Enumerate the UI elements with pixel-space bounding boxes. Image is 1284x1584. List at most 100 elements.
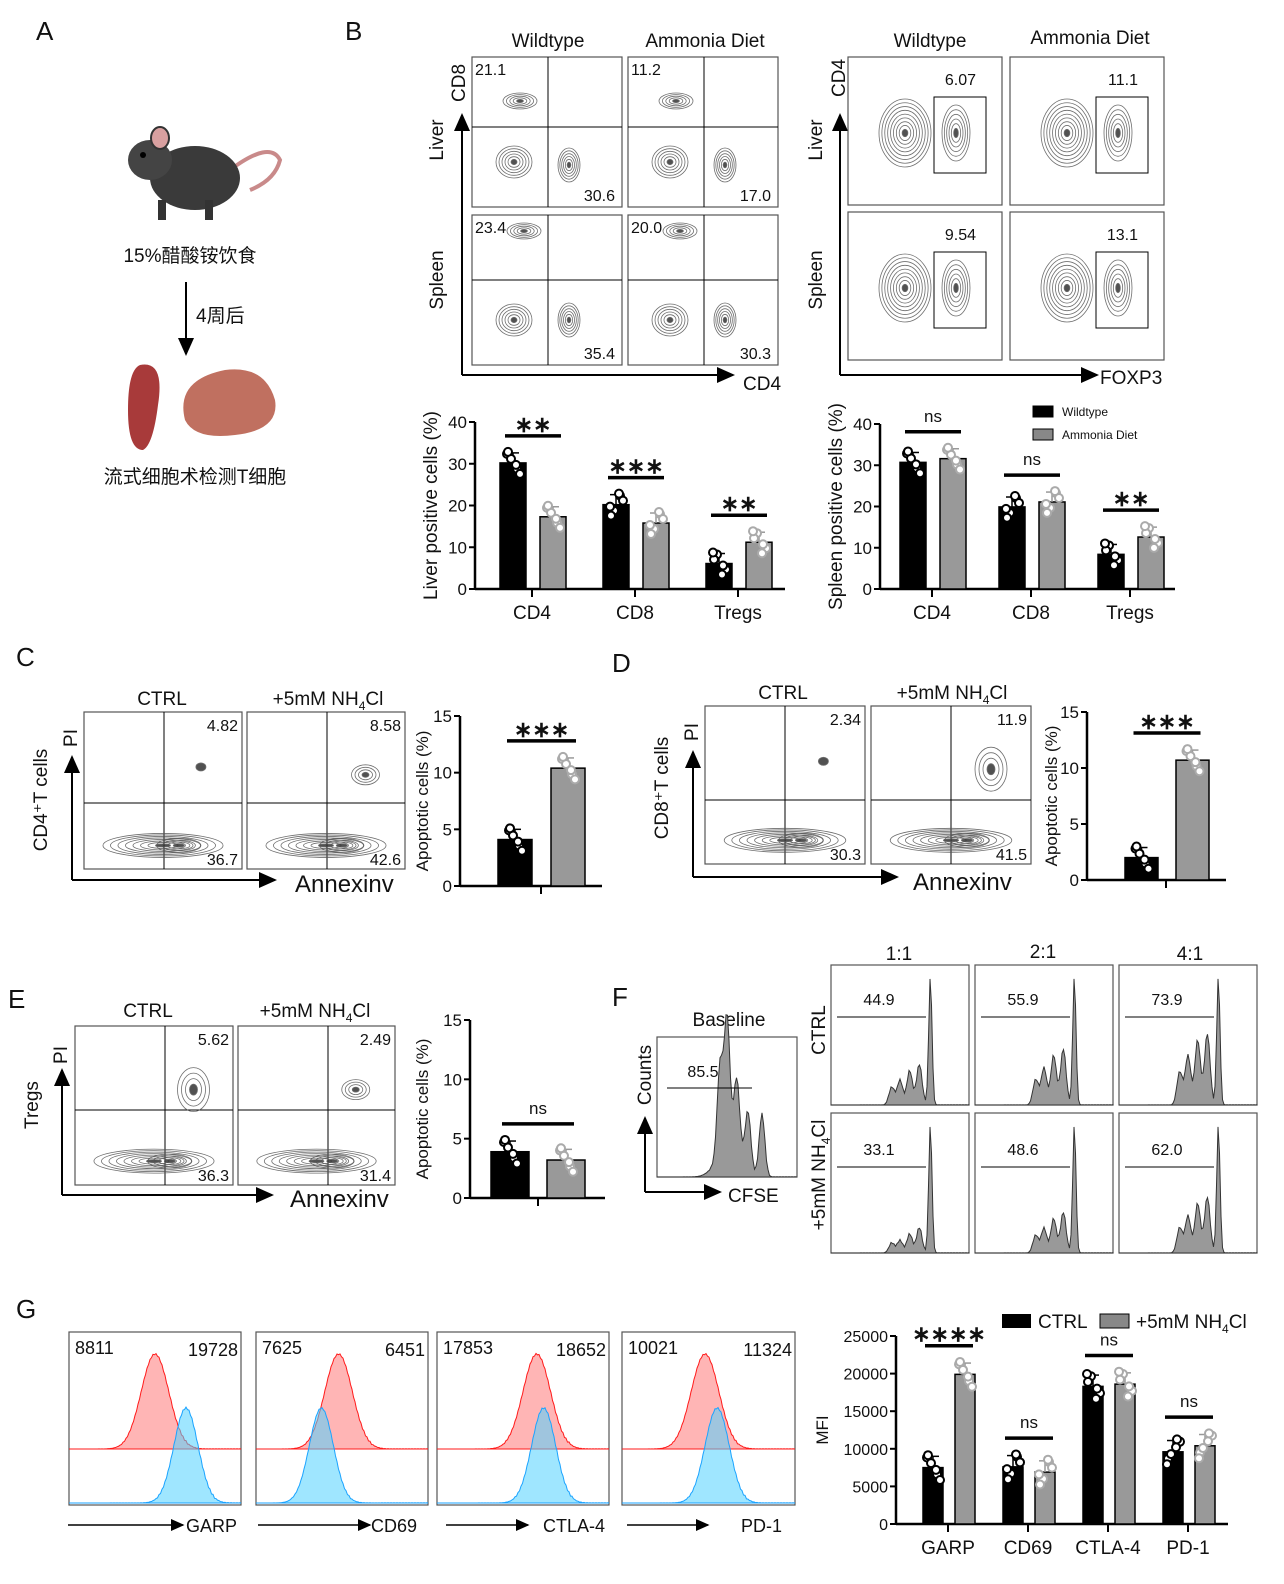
ctrl-histogram — [256, 1353, 429, 1450]
y-tick-label: 15000 — [844, 1404, 889, 1421]
gate-value: 62.0 — [1151, 1142, 1182, 1159]
data-point — [1011, 1449, 1021, 1460]
contour — [663, 314, 677, 326]
contour — [719, 311, 731, 329]
contour — [1115, 282, 1121, 294]
contour — [504, 153, 524, 171]
contour — [887, 109, 923, 157]
contour — [1046, 261, 1088, 315]
data-point — [1139, 854, 1150, 865]
x-tick-label: CD69 — [1004, 1538, 1053, 1559]
y-tick-label: 0 — [1070, 871, 1079, 890]
contour — [657, 308, 683, 332]
gate-value: 33.1 — [863, 1142, 894, 1159]
d-col-nh4cl: +5mM NH4Cl — [897, 683, 1008, 707]
contour — [265, 833, 387, 858]
contour — [507, 314, 521, 326]
significance-label: ns — [1100, 1330, 1118, 1349]
x-tick-label: CD8 — [1012, 603, 1050, 624]
contour — [1063, 283, 1071, 293]
y-tick-label: 0 — [453, 1189, 462, 1208]
significance-label: ns — [924, 407, 942, 426]
data-point — [555, 522, 565, 533]
x-tick-label: Tregs — [1106, 603, 1154, 624]
b-row-spleen-2: Spleen — [806, 250, 827, 309]
contour — [950, 278, 962, 298]
contour — [557, 302, 581, 338]
treated-mfi-value: 18652 — [556, 1340, 606, 1360]
contour — [905, 830, 998, 850]
data-point — [1109, 560, 1119, 571]
contour — [1112, 278, 1124, 298]
b-axis-cd4-y: CD4 — [829, 59, 850, 97]
contour — [890, 113, 920, 153]
legend-label-part: Cl — [1229, 1312, 1247, 1333]
proliferation-histogram — [831, 1126, 970, 1254]
contour — [1049, 264, 1085, 312]
contour — [669, 225, 691, 237]
panel-label-a: A — [36, 16, 54, 46]
y-tick-label: 15 — [443, 1011, 462, 1030]
data-point — [511, 459, 521, 470]
interval-label: 4周后 — [196, 305, 245, 327]
contour — [722, 316, 728, 324]
bar-treated — [550, 767, 586, 887]
legend-label-part: 4 — [1222, 1322, 1229, 1336]
contour — [559, 150, 579, 180]
data-point — [1110, 551, 1120, 562]
treated-mfi-value: 11324 — [743, 1340, 792, 1360]
data-point — [748, 526, 758, 537]
e-col-ctrl: CTRL — [123, 1001, 173, 1022]
contour — [263, 1150, 370, 1173]
contour — [271, 1151, 362, 1171]
quadrant-value: 30.6 — [584, 188, 615, 205]
contour — [818, 756, 829, 766]
contour — [731, 829, 839, 852]
contour — [676, 228, 684, 233]
b-col-wildtype-2: Wildtype — [894, 31, 967, 52]
contour — [117, 836, 209, 855]
f-axis-cfse: CFSE — [728, 1186, 779, 1207]
contour — [163, 1159, 176, 1164]
y-tick-label: 20 — [448, 497, 467, 516]
y-tick-label: 10 — [443, 1070, 462, 1089]
gate-box — [933, 251, 987, 329]
data-point — [618, 495, 628, 506]
y-axis-label: MFI — [813, 1415, 832, 1444]
data-point — [1182, 744, 1193, 755]
contour — [295, 839, 357, 852]
marker-axis-label: CTLA-4 — [543, 1516, 605, 1536]
contour — [1055, 272, 1079, 304]
contour — [273, 834, 379, 857]
contour — [320, 1157, 344, 1166]
data-point — [645, 520, 655, 531]
data-point — [512, 1158, 522, 1169]
quadrant-value: 17.0 — [740, 188, 771, 205]
c-col-ctrl: CTRL — [137, 689, 187, 710]
contour — [795, 838, 808, 843]
data-point — [646, 529, 656, 540]
significance-label: ns — [1020, 1413, 1038, 1432]
contour — [789, 836, 813, 845]
contour — [893, 272, 917, 304]
y-tick-label: 10 — [853, 539, 872, 558]
contour — [563, 156, 575, 174]
e-axis-pi: PI — [51, 1046, 72, 1064]
f-row-nh4cl: +5mM NH4Cl — [809, 1120, 833, 1231]
data-point — [1041, 498, 1051, 509]
contour — [348, 1084, 364, 1095]
contour — [974, 746, 1008, 792]
data-point — [951, 455, 961, 466]
quadrant-value: 35.4 — [584, 346, 615, 363]
contour — [662, 94, 691, 108]
gate-value: 9.54 — [945, 227, 976, 244]
contour — [280, 836, 372, 855]
quadrant-value: 30.3 — [830, 847, 861, 864]
b-col-ammonia: Ammonia Diet — [645, 31, 765, 52]
contour — [778, 832, 824, 848]
quadrant-value: 41.5 — [996, 847, 1027, 864]
gate-value: 73.9 — [1151, 992, 1182, 1009]
contour — [1103, 259, 1133, 317]
contour — [512, 97, 528, 105]
contour — [495, 303, 533, 337]
